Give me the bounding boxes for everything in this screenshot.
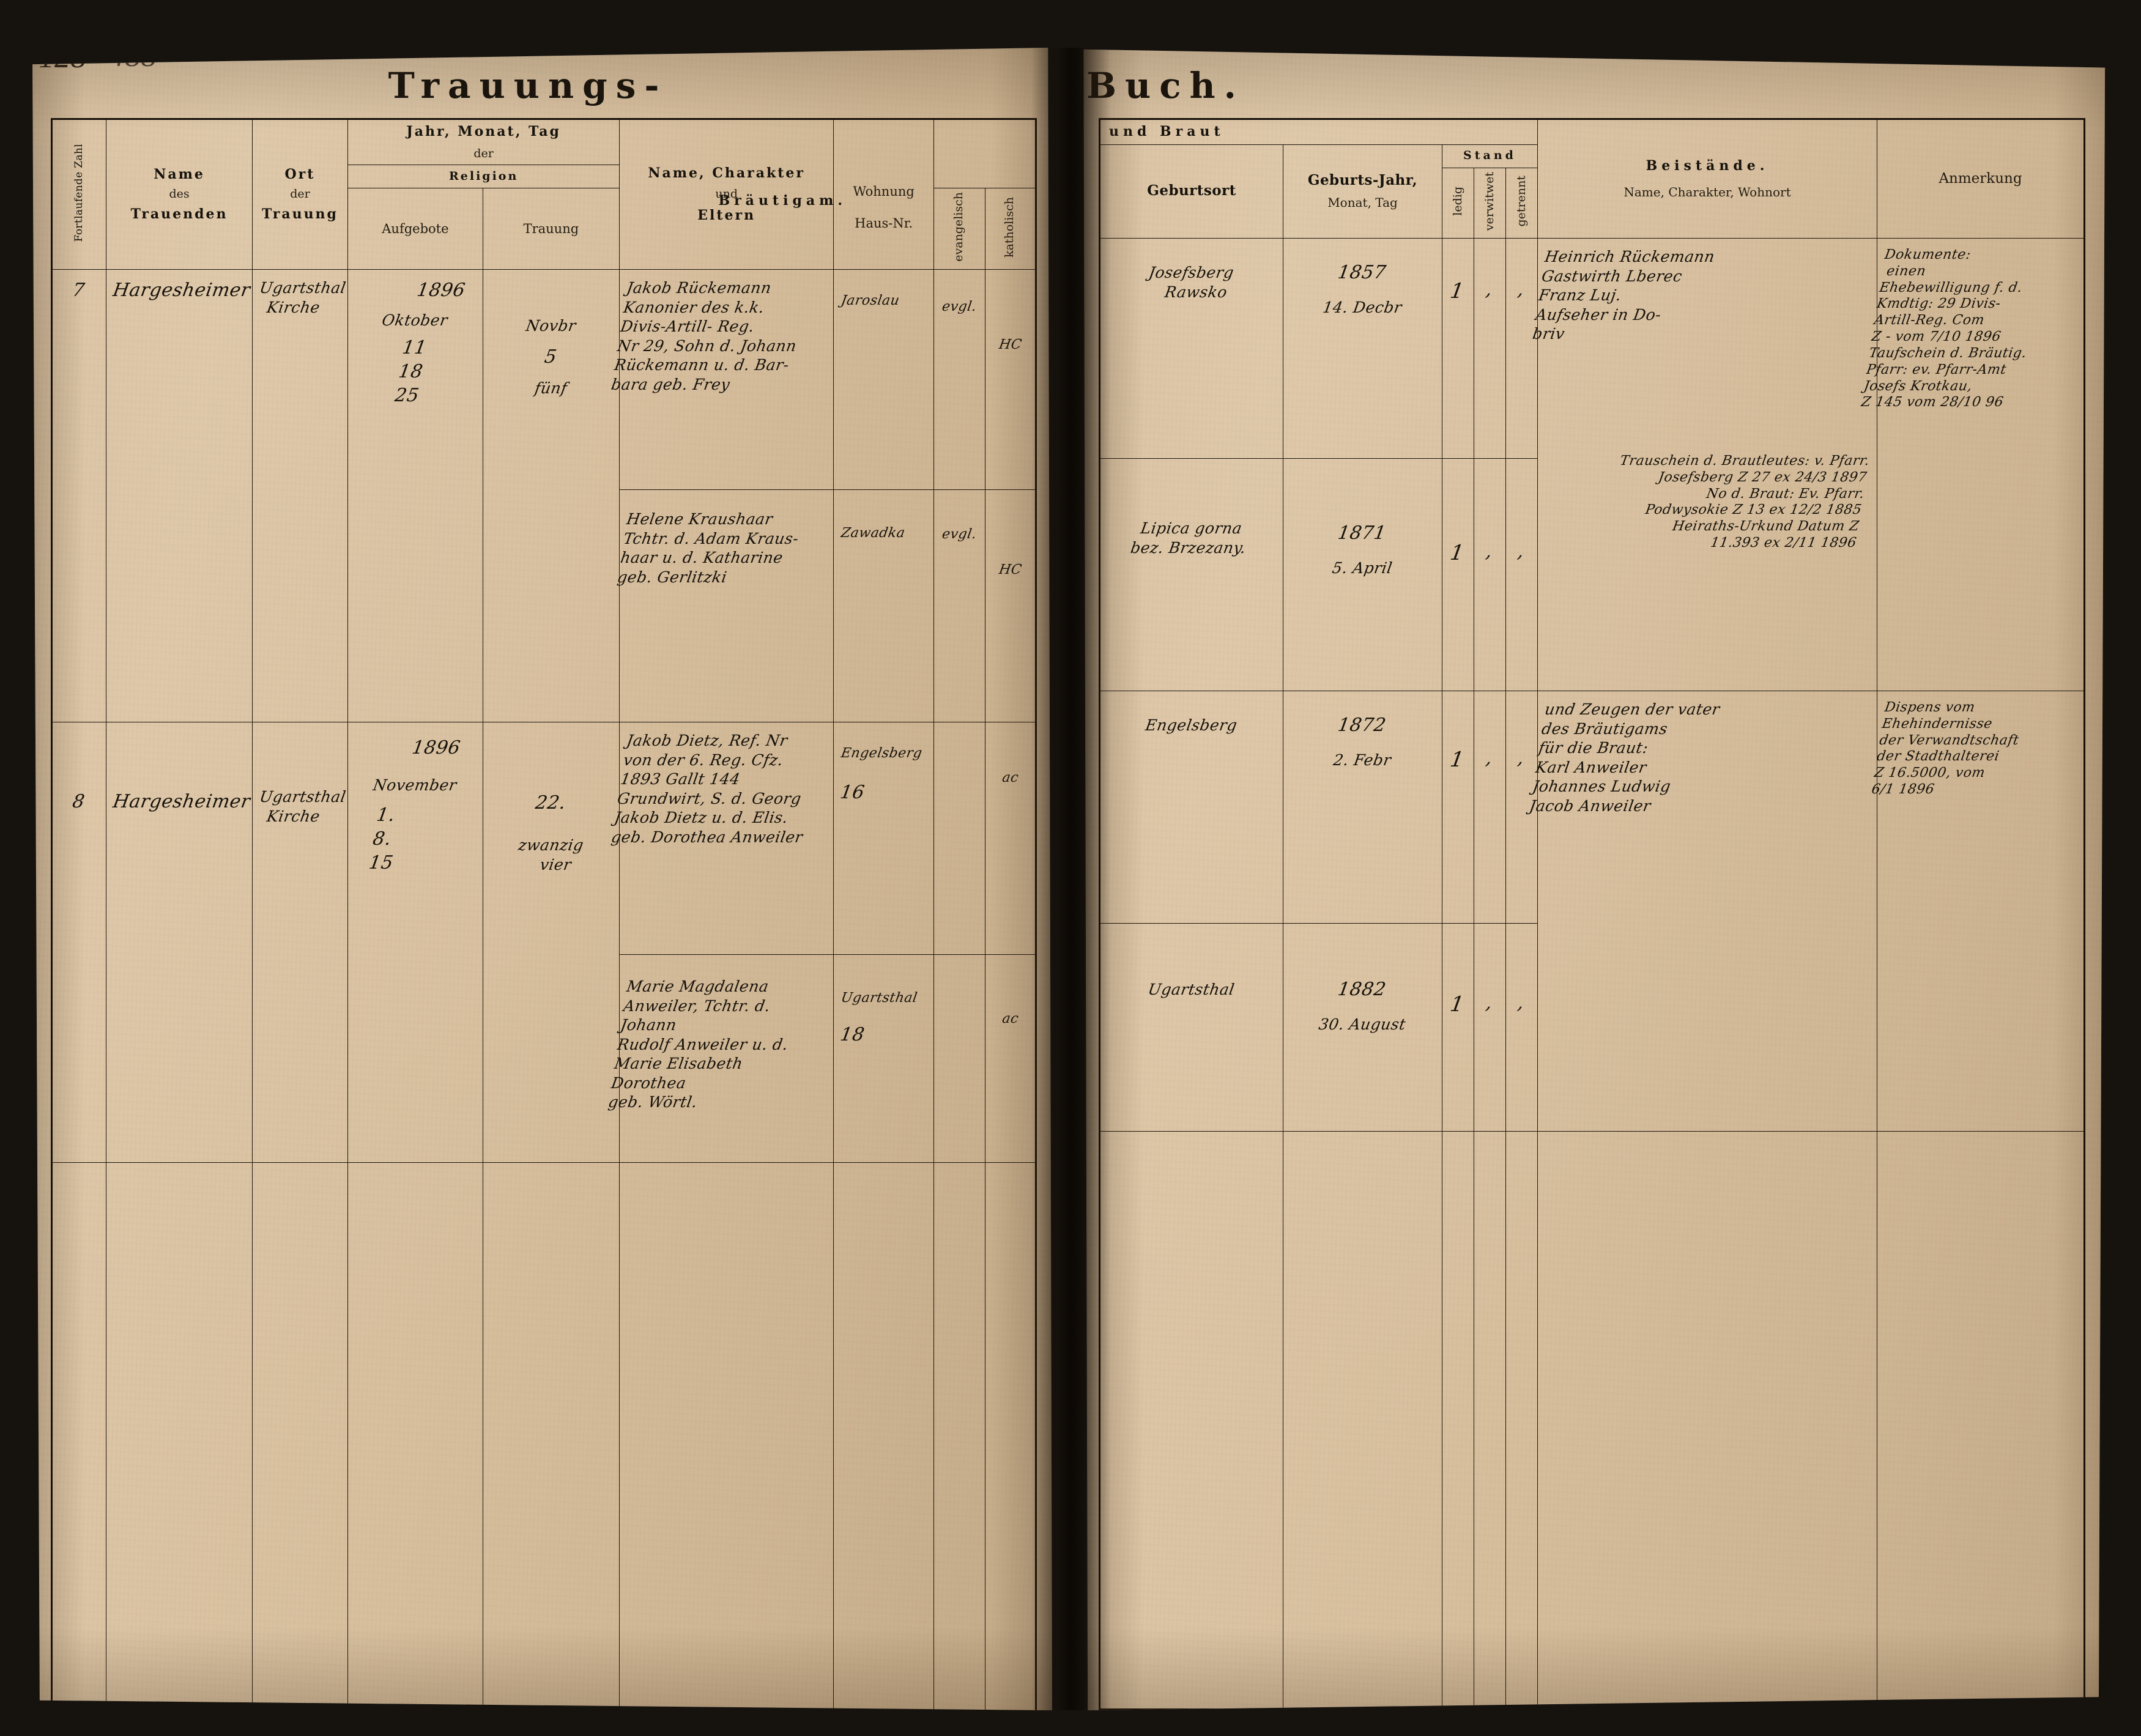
- cell-bride-getrennt-7: ,: [1505, 458, 1538, 691]
- cell-anmerkung-7: Dokumente: einen Ehebewilligung f. d. Km…: [1860, 237, 2085, 691]
- cell-groom-getrennt-7: ,: [1505, 237, 1538, 459]
- empty-cell: [482, 1162, 620, 1710]
- th-name-trauenden: Name des Trauenden: [106, 119, 253, 270]
- cell-groom-getrennt-8: ,: [1505, 690, 1538, 924]
- empty-cell: [1099, 1130, 1283, 1710]
- cell-groom-name-7: Jakob Rückemann Kanonier des k.k. Divis-…: [610, 269, 834, 490]
- cell-bride-geburtsort-7: Lipica gorna bez. Brzezany.: [1099, 458, 1283, 691]
- cell-bride-name-8: Marie Magdalena Anweiler, Tchtr. d. Joha…: [607, 954, 834, 1163]
- left-page: 128 488 Trauungs- Fortlaufende Zahl Name: [32, 48, 1052, 1710]
- empty-cell: [1442, 1130, 1474, 1710]
- empty-cell: [347, 1162, 483, 1710]
- book-gutter: [1031, 48, 1111, 1710]
- th-geburtsort: Geburtsort: [1099, 144, 1283, 239]
- empty-cell: [1537, 1130, 1877, 1710]
- cell-ort-8: Ugartsthal Kirche: [251, 721, 349, 1163]
- th-ort-trauung: Ort der Trauung: [251, 119, 349, 270]
- cell-trauungsdatum-8: 22. zwanzig vier: [482, 721, 620, 1163]
- cell-beistaende-7: Heinrich Rückemann Gastwirth Lberec Fran…: [1531, 237, 1877, 691]
- cell-aufgebote-8: 1896 November 1. 8. 15: [347, 721, 483, 1163]
- th-katholisch: katholisch: [984, 188, 1037, 270]
- th-aufgebote: Aufgebote: [347, 188, 483, 270]
- cell-bride-evangelisch-8: [933, 954, 985, 1163]
- empty-cell: [1877, 1130, 2085, 1710]
- empty-cell: [984, 1162, 1037, 1710]
- open-register-book: 128 488 Trauungs- Fortlaufende Zahl Name: [23, 48, 2115, 1710]
- th-getrennt: getrennt: [1505, 167, 1538, 239]
- th-wohnung-hausnr: Wohnung Haus-Nr.: [833, 119, 935, 270]
- cell-name-7: Hargesheimer: [106, 269, 253, 722]
- cell-groom-katholisch-8: ac: [984, 721, 1037, 955]
- cell-groom-wohnung-8: Engelsberg 16: [833, 721, 935, 955]
- cell-ort-7: Ugartsthal Kirche: [251, 269, 349, 722]
- cell-aufgebote-7: 1896 Oktober 11 18 25: [347, 269, 483, 722]
- cell-groom-geburtsjahr-8: 1872 2. Febr: [1283, 690, 1442, 924]
- page-number-right-struck: 129: [2031, 36, 2079, 71]
- th-geburtsjahr: Geburts-Jahr, Monat, Tag: [1283, 144, 1442, 239]
- cell-nr-8: 8: [51, 721, 107, 1163]
- empty-cell: [251, 1162, 349, 1710]
- empty-cell: [833, 1162, 935, 1710]
- th-beistaende: Beistände. Name, Charakter, Wohnort: [1537, 119, 1877, 239]
- cell-bride-getrennt-8: ,: [1505, 922, 1538, 1132]
- cell-bride-verwitwet-7: ,: [1474, 458, 1506, 691]
- th-verwitwet: verwitwet: [1474, 167, 1506, 239]
- cell-groom-evangelisch-8: [933, 721, 985, 955]
- th-braeutigam: Bräutigam.: [719, 118, 1036, 209]
- cell-nr-7: 7: [51, 269, 107, 722]
- cell-bride-katholisch-7: HC: [984, 489, 1037, 722]
- page-number-right-pencil: 489: [1945, 37, 1993, 72]
- cell-bride-ledig-8: 1: [1442, 922, 1474, 1132]
- th-trauung-datum: Trauung: [482, 188, 620, 270]
- th-datum-group: Jahr, Monat, Tag der: [347, 118, 620, 166]
- cell-bride-wohnung-8: Ugartsthal 18: [833, 954, 935, 1163]
- th-laufende-zahl: Fortlaufende Zahl: [51, 119, 107, 270]
- empty-cell: [619, 1162, 834, 1710]
- cell-groom-geburtsjahr-7: 1857 14. Decbr: [1283, 237, 1442, 459]
- cell-trauungsdatum-7: Novbr 5 fünf: [482, 269, 620, 722]
- cell-beistaende-8: und Zeugen der vater des Bräutigams für …: [1528, 690, 1877, 1132]
- cell-bride-ledig-7: 1: [1442, 458, 1474, 691]
- cell-bride-katholisch-8: ac: [984, 954, 1037, 1163]
- cell-groom-geburtsort-7: Josefsberg Rawsko: [1099, 237, 1283, 459]
- right-register-table: und Braut Beistände. Name, Charakter, Wo…: [1099, 118, 2085, 1710]
- cell-bride-name-7: Helene Kraushaar Tchtr. d. Adam Kraus- h…: [616, 489, 834, 722]
- th-evangelisch: evangelisch: [933, 188, 985, 270]
- th-und-braut: und Braut: [1099, 119, 1538, 144]
- cell-groom-katholisch-7: HC: [984, 269, 1037, 490]
- cell-bride-geburtsjahr-8: 1882 30. August: [1283, 922, 1442, 1132]
- empty-cell: [1474, 1130, 1506, 1710]
- cell-bride-wohnung-7: Zawadka: [833, 489, 935, 722]
- cell-anmerkung-8: Dispens vom Ehehindernisse der Verwandts…: [1871, 690, 2085, 1132]
- empty-cell: [933, 1162, 985, 1710]
- right-page: 489 129 Buch. und Braut Beistände. Name,: [1083, 49, 2106, 1710]
- th-stand: Stand: [1442, 144, 1538, 168]
- cell-groom-geburtsort-8: Engelsberg: [1099, 690, 1283, 924]
- document-title-left: Trauungs-: [388, 65, 668, 106]
- empty-cell: [106, 1162, 253, 1710]
- cell-groom-evangelisch-7: evgl.: [933, 269, 985, 490]
- th-name-charakter-eltern: Name, Charakter und Eltern: [619, 119, 834, 270]
- cell-bride-geburtsort-8: Ugartsthal: [1099, 922, 1283, 1132]
- th-ledig: ledig: [1442, 167, 1474, 239]
- empty-cell: [1505, 1130, 1538, 1710]
- cell-groom-verwitwet-7: ,: [1474, 237, 1506, 459]
- cell-bride-evangelisch-7: evgl.: [933, 489, 985, 722]
- document-title-right: Buch.: [1086, 65, 1245, 106]
- cell-groom-ledig-7: 1: [1442, 237, 1474, 459]
- cell-bride-geburtsjahr-7: 1871 5. April: [1283, 458, 1442, 691]
- empty-cell: [1283, 1130, 1442, 1710]
- cell-groom-wohnung-7: Jaroslau: [833, 269, 935, 490]
- th-anmerkung: Anmerkung: [1877, 119, 2085, 239]
- cell-groom-ledig-8: 1: [1442, 690, 1474, 924]
- cell-bride-verwitwet-8: ,: [1474, 922, 1506, 1132]
- cell-name-8: Hargesheimer: [106, 721, 253, 1163]
- cell-groom-verwitwet-8: ,: [1474, 690, 1506, 924]
- empty-cell: [51, 1162, 107, 1710]
- cell-groom-name-8: Jakob Dietz, Ref. Nr von der 6. Reg. Cfz…: [610, 721, 834, 955]
- th-religion: Religion: [347, 165, 620, 189]
- left-register-table: Fortlaufende Zahl Name des Trauenden Ort…: [51, 118, 1037, 1710]
